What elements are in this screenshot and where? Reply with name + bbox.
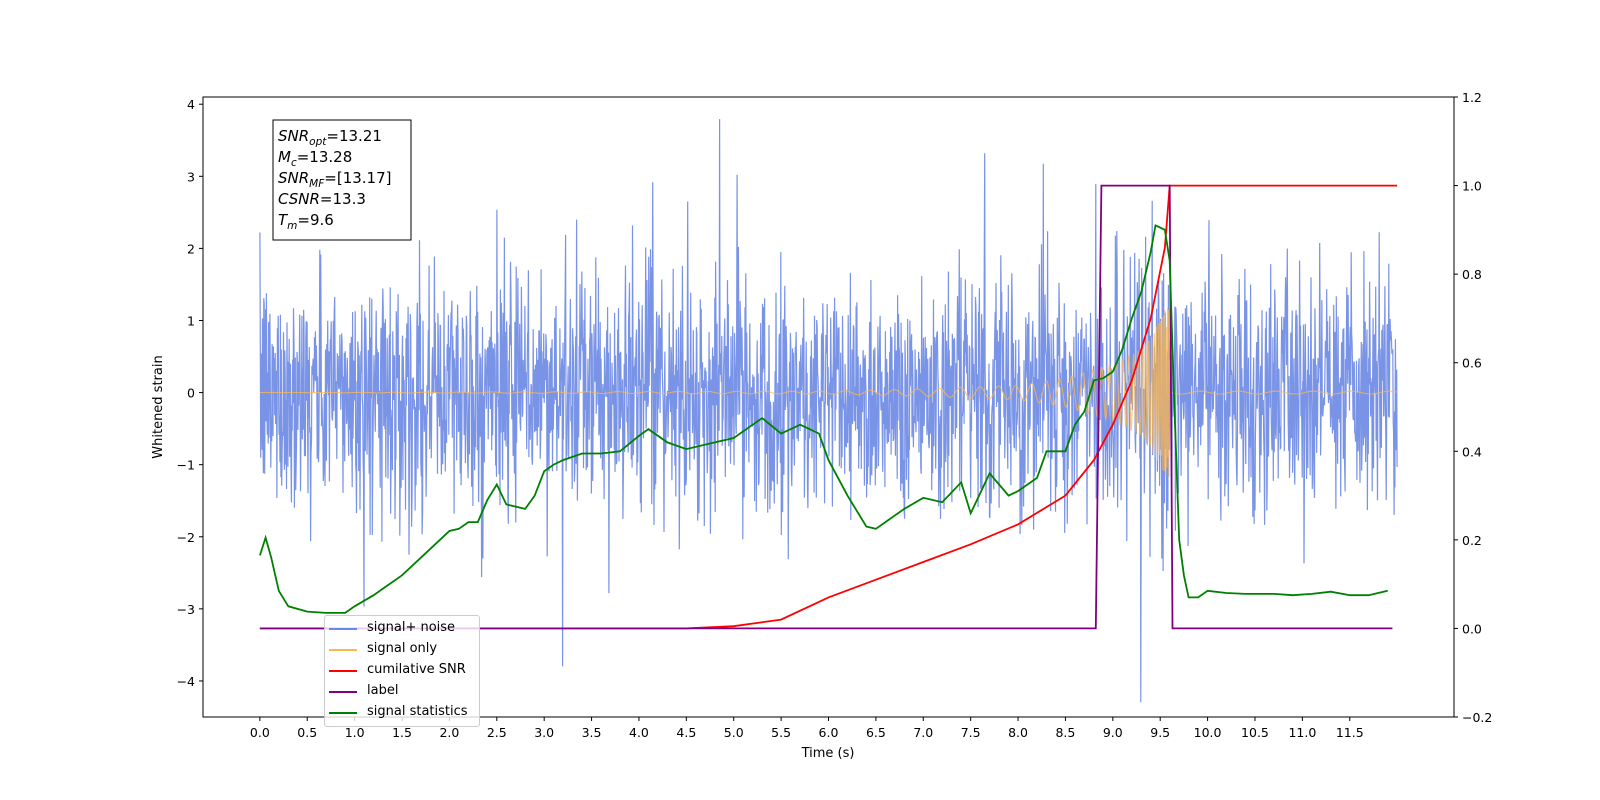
y-tick-label-right: 0.8 [1462, 267, 1482, 282]
x-tick-label: 4.0 [629, 725, 649, 740]
x-tick-label: 3.5 [582, 725, 602, 740]
legend-item-label: label [325, 682, 479, 702]
legend-swatch [329, 628, 357, 630]
legend: signal+ noise signal only cumilative SNR… [324, 615, 480, 727]
y-tick-label-left: 3 [187, 169, 195, 184]
legend-swatch [329, 691, 357, 693]
x-tick-label: 10.0 [1194, 725, 1222, 740]
legend-label: signal statistics [367, 704, 468, 719]
legend-label: signal only [367, 641, 438, 656]
series-signal-only [259, 307, 1398, 477]
x-tick-label: 11.0 [1288, 725, 1316, 740]
stats-line: Tm=9.6 [278, 211, 334, 232]
x-axis-label: Time (s) [801, 746, 855, 761]
y-tick-label-right: 0.6 [1462, 356, 1482, 371]
legend-item-signal-noise: signal+ noise [325, 619, 479, 639]
x-tick-label: 2.0 [439, 725, 459, 740]
x-tick-label: 5.5 [771, 725, 791, 740]
y-tick-label-right: −0.2 [1462, 710, 1492, 725]
y-tick-label-left: 2 [187, 241, 195, 256]
y-tick-label-right: 1.0 [1462, 179, 1482, 194]
axes: 0.0 0.5 1.0 1.5 2.0 2.5 3.0 3.5 4.0 4.5 5.0 5.5 6.0 6… [177, 90, 1493, 740]
y-tick-label-right: 0.0 [1462, 621, 1482, 636]
legend-item-cumulative-snr: cumilative SNR [325, 661, 479, 681]
legend-swatch [329, 670, 357, 672]
legend-label: signal+ noise [367, 620, 456, 635]
x-tick-label: 9.0 [1103, 725, 1123, 740]
stats-box: SNRopt=13.21Mc=13.28SNRMF=[13.17]CSNR=13… [272, 119, 412, 241]
series-signal-noise [259, 119, 1398, 703]
x-tick-label: 2.5 [487, 725, 507, 740]
y-tick-label-right: 0.4 [1462, 444, 1482, 459]
stats-line: CSNR=13.3 [278, 190, 366, 208]
stats-box-frame [272, 119, 412, 241]
legend-item-signal-statistics: signal statistics [325, 703, 479, 723]
series-signal-statistics [259, 224, 1388, 614]
legend-swatch [329, 712, 357, 714]
stats-line: Mc=13.28 [278, 148, 352, 169]
legend-label: label [367, 683, 399, 698]
x-tick-label: 0.0 [250, 725, 270, 740]
x-tick-label: 11.5 [1336, 725, 1364, 740]
y-tick-label-left: −4 [177, 674, 195, 689]
stats-line: SNRopt=13.21 [278, 127, 382, 148]
x-tick-label: 8.5 [1055, 725, 1075, 740]
x-tick-label: 7.0 [913, 725, 933, 740]
y-tick-label-left: −2 [177, 530, 195, 545]
y-tick-label-left: −1 [177, 458, 195, 473]
x-tick-label: 8.0 [1008, 725, 1028, 740]
x-tick-label: 1.5 [392, 725, 412, 740]
y-axis-label: Whitened strain [151, 355, 166, 458]
legend-item-signal-only: signal only [325, 640, 479, 660]
legend-swatch [329, 649, 357, 651]
series-label [259, 184, 1393, 630]
y-tick-label-left: 0 [187, 386, 195, 401]
x-tick-label: 9.5 [1150, 725, 1170, 740]
y-tick-label-left: 1 [187, 313, 195, 328]
y-tick-label-left: 4 [187, 97, 195, 112]
x-tick-label: 4.5 [676, 725, 696, 740]
plot-area [259, 119, 1398, 703]
x-tick-label: 3.0 [534, 725, 554, 740]
x-tick-label: 10.5 [1241, 725, 1269, 740]
y-tick-label-right: 1.2 [1462, 90, 1482, 105]
y-tick-label-right: 0.2 [1462, 533, 1482, 548]
x-tick-label: 7.5 [961, 725, 981, 740]
y-tick-label-left: −3 [177, 602, 195, 617]
x-tick-label: 6.5 [866, 725, 886, 740]
x-tick-label: 1.0 [345, 725, 365, 740]
x-tick-label: 6.0 [819, 725, 839, 740]
stats-line: SNRMF=[13.17] [278, 169, 392, 190]
x-tick-label: 0.5 [297, 725, 317, 740]
x-tick-label: 5.0 [724, 725, 744, 740]
legend-label: cumilative SNR [367, 662, 466, 677]
